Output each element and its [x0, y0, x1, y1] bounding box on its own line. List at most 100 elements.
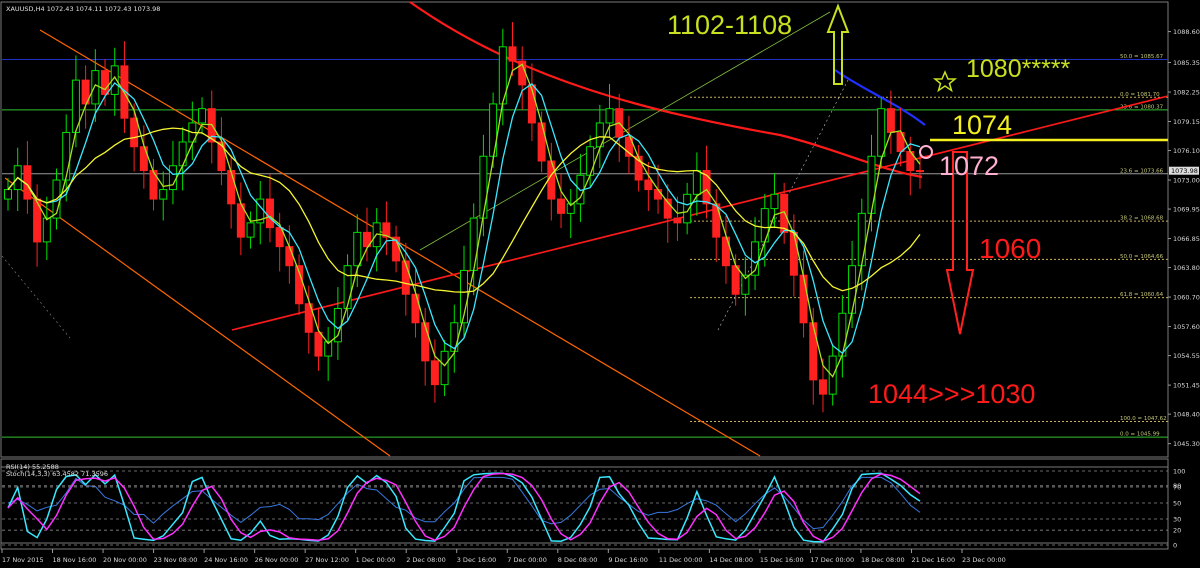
x-tick-label: 17 Nov 2015 — [2, 556, 44, 564]
current-price-marker — [1169, 166, 1199, 175]
candle-body — [469, 217, 478, 271]
candle-body — [557, 198, 566, 214]
candle-body — [624, 136, 633, 157]
fib-label: 50.0 = 1085.67 — [1120, 54, 1164, 60]
fibonacci-levels: 50.0 = 1085.67 0.0 = 1081.70 23.6 = 1080.3… — [2, 54, 1168, 438]
x-tick-label: 2 Dec 08:00 — [406, 556, 446, 564]
blue-curve — [834, 69, 926, 126]
y-tick-label: 1085.35 — [1173, 59, 1200, 67]
target-low-label: 1044>>>1030 — [868, 379, 1035, 409]
candles — [4, 22, 924, 413]
candle-body — [353, 231, 362, 267]
y-tick-label: 1073.00 — [1173, 176, 1200, 184]
candle-body — [159, 189, 168, 200]
candle-body — [867, 155, 876, 214]
candle-body — [663, 198, 672, 219]
candle-body — [42, 217, 51, 243]
candle-body — [265, 198, 274, 229]
candle-body — [537, 122, 546, 162]
candle-body — [896, 131, 905, 152]
fib-label: 100.0 = 1047.62 — [1120, 416, 1167, 422]
rsi-line — [7, 476, 921, 530]
y-tick-label: 1051.45 — [1173, 381, 1200, 389]
stoch-level-label: 0 — [1173, 541, 1177, 549]
pivot-circle-icon — [919, 145, 933, 159]
candle-body — [411, 293, 420, 324]
up-arrow — [826, 3, 850, 85]
candle-body — [770, 193, 779, 210]
candle-body — [683, 193, 692, 224]
candle-body — [702, 170, 711, 205]
candle-body — [877, 108, 886, 157]
candle-body — [916, 170, 924, 173]
fib-label: 23.6 = 1080.37 — [1120, 104, 1164, 110]
rsi-level-label: 50 — [1173, 499, 1181, 507]
x-tick-label: 11 Dec 00:00 — [659, 556, 703, 564]
candle-body — [62, 131, 71, 181]
rising-trend-line — [231, 95, 1169, 331]
candle-body — [440, 350, 449, 386]
y-tick-label: 1069.95 — [1173, 205, 1200, 213]
y-tick-label: 1045.30 — [1173, 440, 1200, 448]
candle-body — [198, 108, 207, 124]
chart-header: XAUUSD,H4 1072.43 1074.11 1072.43 1073.9… — [6, 5, 160, 13]
y-tick-label: 1060.70 — [1173, 293, 1200, 301]
x-tick-label: 7 Dec 00:00 — [507, 556, 547, 564]
level-1074-label: 1074 — [952, 110, 1012, 140]
candle-body — [586, 146, 595, 176]
fib-label: 61.8 = 1060.64 — [1120, 292, 1164, 298]
candle-body — [275, 227, 284, 248]
mid-ma-line — [7, 82, 921, 355]
stoch-level-label: 100 — [1173, 467, 1185, 475]
candle-body — [227, 170, 236, 205]
candle-body — [324, 341, 333, 357]
y-tick-label: 1082.25 — [1173, 88, 1200, 96]
candle-body — [654, 189, 663, 200]
candle-body — [295, 265, 304, 305]
fib-label: 23.6 = 1073.66 — [1120, 168, 1164, 174]
fib-label: 0.0 = 1045.99 — [1120, 432, 1160, 438]
stoch-panel — [0, 466, 1169, 550]
fib-label: 0.0 = 1081.70 — [1120, 92, 1160, 98]
candle-body — [828, 355, 837, 395]
candle-body — [217, 141, 226, 172]
target-up-label: 1102-1108 — [667, 10, 792, 40]
x-tick-label: 18 Nov 16:00 — [53, 556, 97, 564]
moving-averages — [7, 63, 921, 378]
down-arrow — [945, 151, 975, 335]
rsi-header: RSI(14) 55.2588 — [6, 463, 59, 471]
x-tick-label: 9 Dec 16:00 — [608, 556, 648, 564]
x-tick-label: 15 Dec 16:00 — [760, 556, 804, 564]
stoch-level-label: 80 — [1173, 482, 1181, 490]
current-price-label: 1073.98 — [1171, 167, 1198, 175]
y-tick-label: 1066.85 — [1173, 235, 1200, 243]
candle-body — [178, 141, 187, 167]
stoch-k-line — [7, 472, 921, 543]
candle-body — [168, 165, 177, 191]
candle-body — [430, 360, 439, 386]
channel-line-lower — [4, 177, 391, 457]
candle-body — [304, 303, 313, 333]
x-tick-label: 8 Dec 08:00 — [558, 556, 598, 564]
candle-body — [81, 79, 90, 105]
candle-body — [644, 179, 653, 191]
candle-body — [479, 155, 488, 219]
y-tick-label: 1063.80 — [1173, 264, 1200, 272]
x-tick-label: 23 Nov 08:00 — [154, 556, 198, 564]
level-1072-label: 1072 — [939, 151, 999, 181]
rsi-indicator: 70 50 30 — [2, 476, 1181, 530]
candle-body — [4, 189, 12, 200]
x-tick-label: 14 Dec 08:00 — [709, 556, 753, 564]
candle-body — [712, 203, 721, 238]
candle-body — [886, 108, 895, 133]
x-tick-label: 27 Nov 12:00 — [305, 556, 349, 564]
fib-label: 50.0 = 1064.66 — [1120, 254, 1164, 260]
candle-body — [91, 70, 100, 105]
y-tick-label: 1076.10 — [1173, 147, 1200, 155]
candle-body — [382, 222, 391, 238]
rsi-level-label: 70 — [1173, 483, 1181, 491]
main-panel — [0, 1, 1169, 458]
x-tick-label: 17 Dec 00:00 — [810, 556, 854, 564]
x-tick-label: 20 Nov 00:00 — [103, 556, 147, 564]
